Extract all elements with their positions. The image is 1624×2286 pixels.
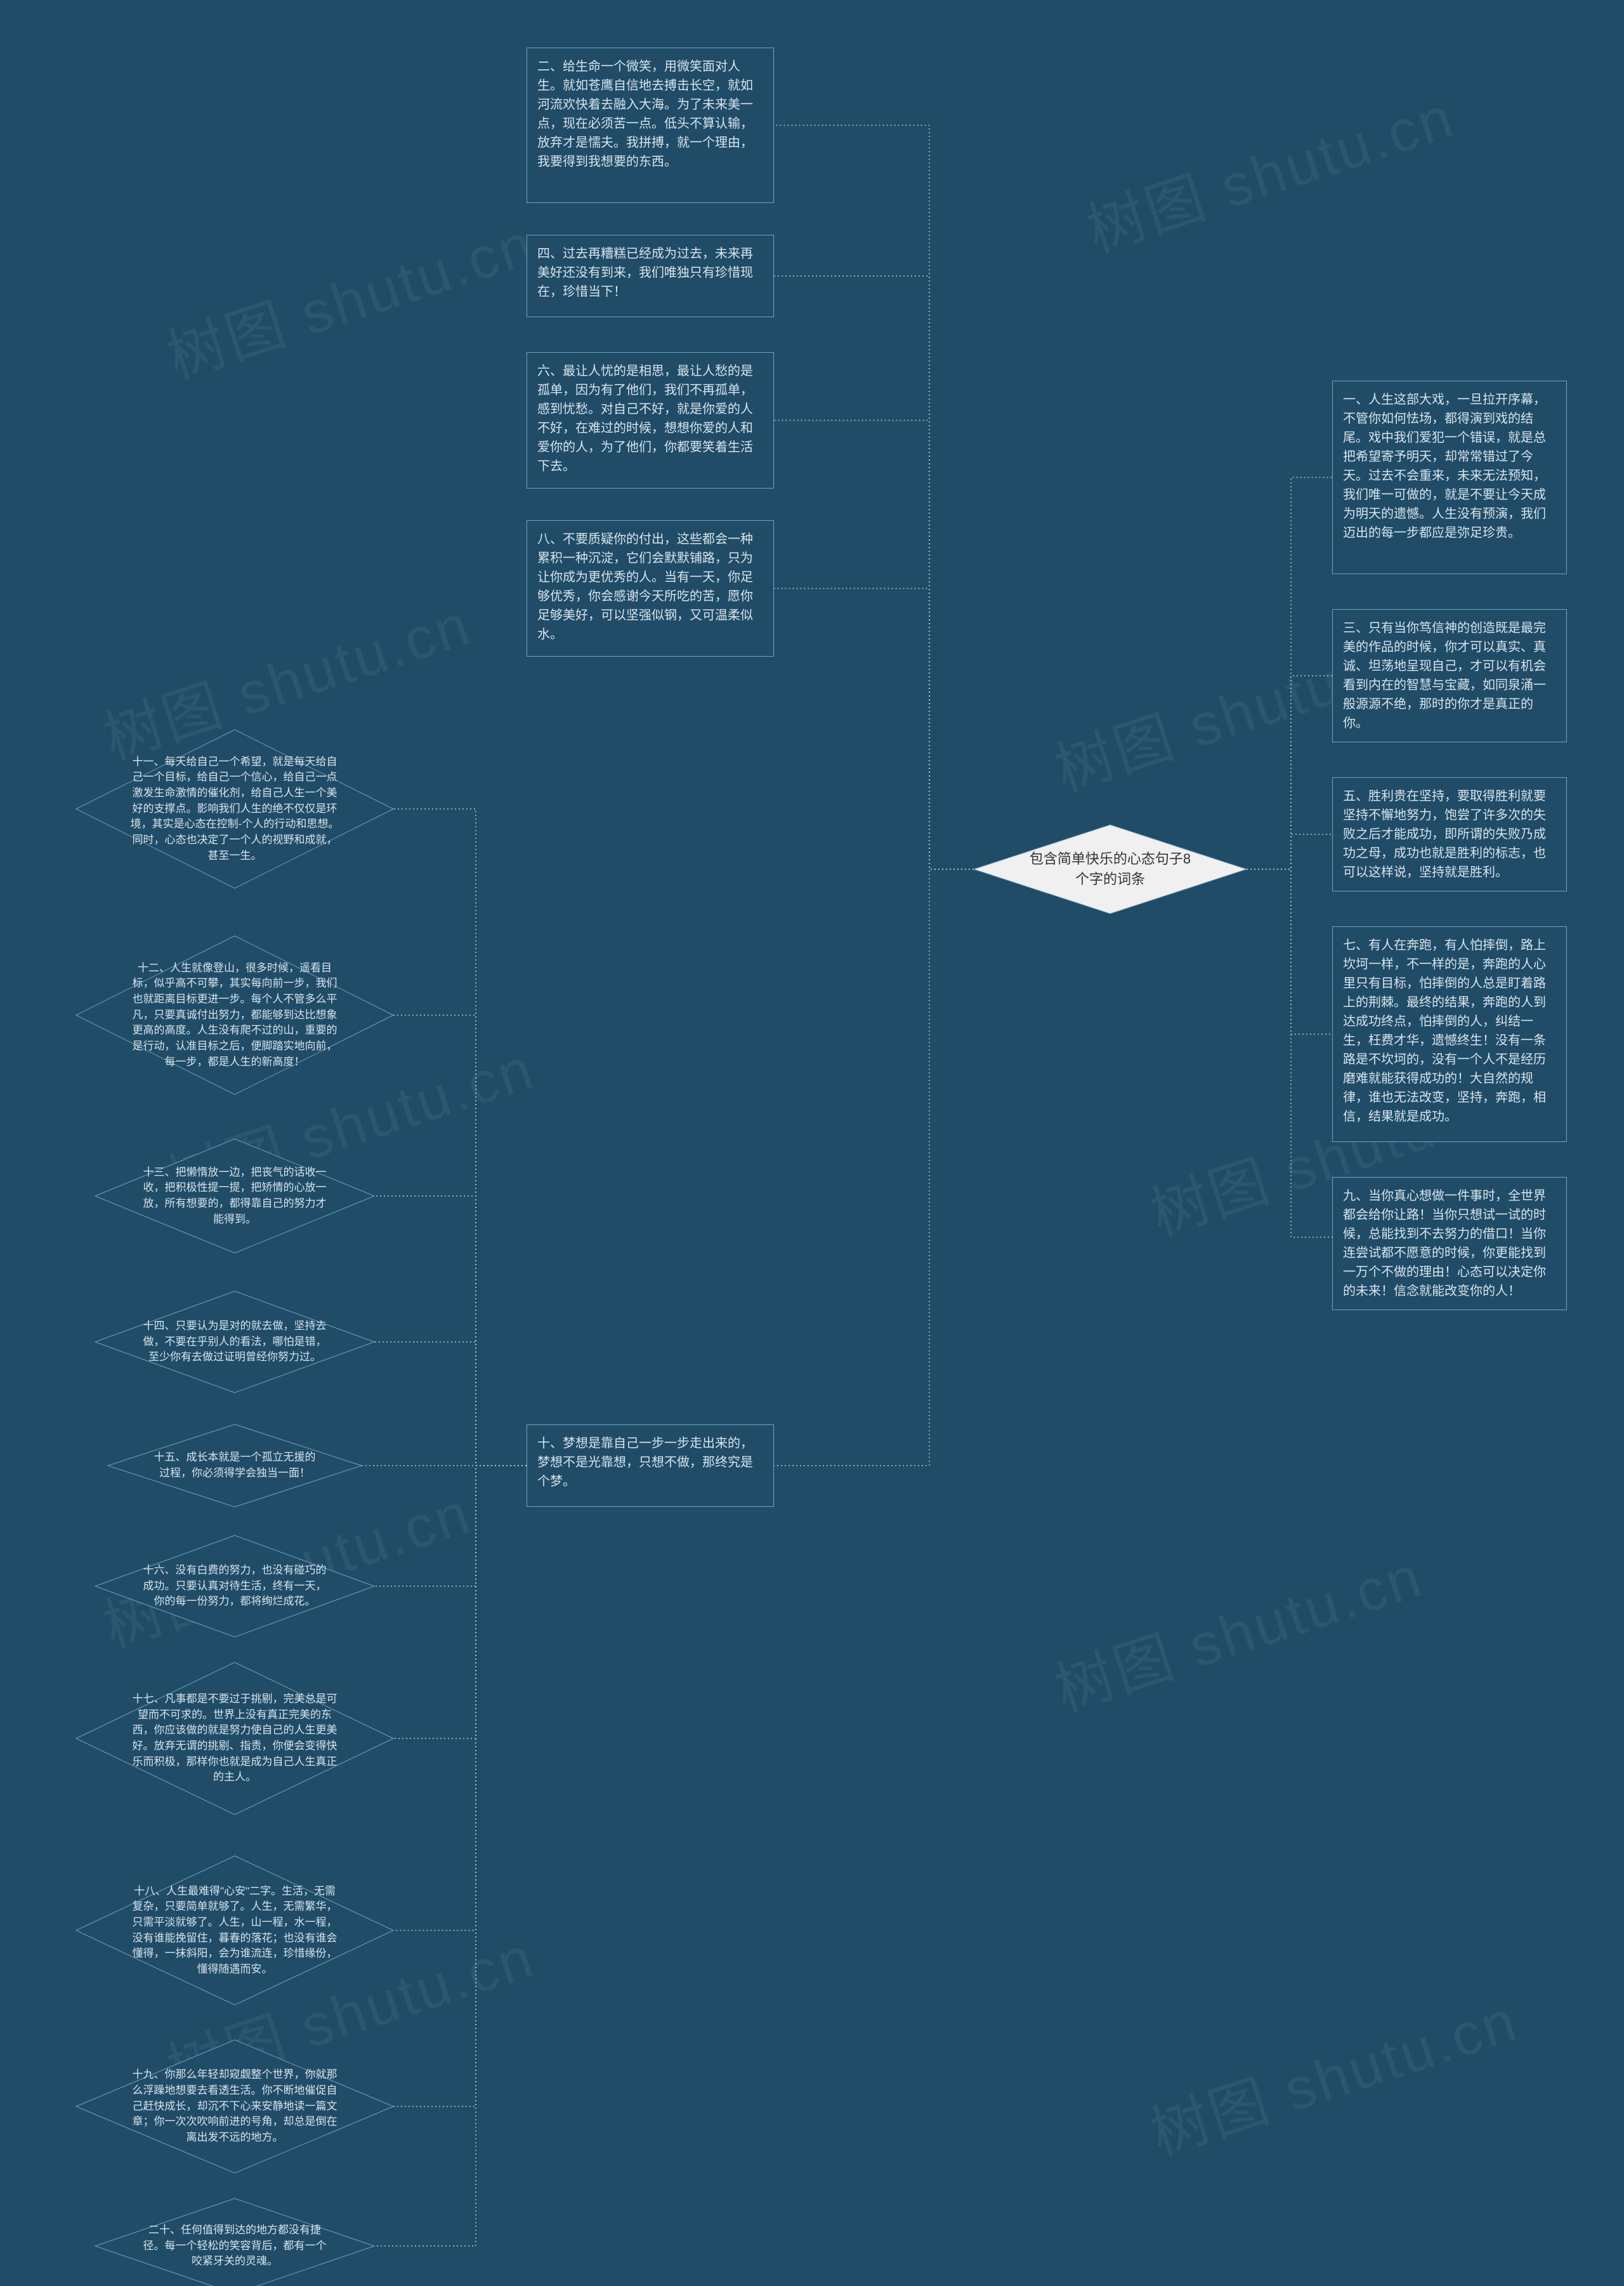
watermark: 树图 shutu.cn [1075,70,1464,268]
text-node: 十、梦想是靠自己一步一步走出来的，梦想不是光靠想，只想不做，那终究是个梦。 [527,1424,774,1507]
diamond-text: 二十、任何值得到达的地方都没有捷径。每一个轻松的笑容背后，都有一个咬紧牙关的灵魂… [143,2217,327,2275]
diamond-node: 十八、人生最难得"心安"二字。生活，无需复杂，只要简单就够了。人生，无需繁华，只… [76,1856,393,2005]
watermark: 树图 shutu.cn [155,197,544,395]
diamond-text: 十八、人生最难得"心安"二字。生活，无需复杂，只要简单就够了。人生，无需繁华，只… [130,1886,339,1975]
diamond-node: 十九、你那么年轻却窥觑整个世界，你就那么浮躁地想要去看透生活。你不断地催促自己赶… [76,2040,393,2173]
diamond-node: 二十、任何值得到达的地方都没有捷径。每一个轻松的笑容背后，都有一个咬紧牙关的灵魂… [95,2198,374,2286]
text-node: 三、只有当你笃信神的创造既是最完美的作品的时候，你才可以真实、真诚、坦荡地呈现自… [1332,609,1567,742]
diamond-text: 十三、把懒惰放一边，把丧气的话收一收，把积极性提一提，把矫情的心放一放，所有想要… [143,1162,327,1230]
text-node: 五、胜利贵在坚持，要取得胜利就要坚持不懈地努力，饱尝了许多次的失败之后才能成功，… [1332,777,1567,891]
text-node: 二、给生命一个微笑，用微笑面对人生。就如苍鹰自信地去搏击长空，就如河流欢快着去融… [527,48,774,203]
diamond-text: 十四、只要认为是对的就去做，坚持去做，不要在乎别人的看法，哪怕是错，至少你有去做… [143,1311,327,1372]
diamond-text: 十六、没有白费的努力，也没有碰巧的成功。只要认真对待生活，终有一天，你的每一份努… [143,1556,327,1617]
text-node: 七、有人在奔跑，有人怕摔倒，路上坎坷一样，不一样的是，奔跑的人心里只有目标，怕摔… [1332,926,1567,1142]
text-node: 八、不要质疑你的付出，这些都会一种累积一种沉淀，它们会默默铺路，只为让你成为更优… [527,520,774,657]
center-node: 包含简单快乐的心态句子8个字的词条 [974,825,1247,914]
diamond-text: 十七、凡事都是不要过于挑剔，完美总是可望而不可求的。世界上没有真正完美的东西，你… [130,1693,339,1784]
diamond-node: 十五、成长本就是一个孤立无援的过程，你必须得学会独当一面！ [108,1424,362,1507]
diamond-node: 十一、每天给自己一个希望，就是每天给自己一个目标，给自己一个信心，给自己一点激发… [76,730,393,888]
diamond-text: 十九、你那么年轻却窥觑整个世界，你就那么浮躁地想要去看透生活。你不断地催促自己赶… [130,2066,339,2146]
text-node: 六、最让人忧的是相思，最让人愁的是孤单，因为有了他们，我们不再孤单，感到忧愁。对… [527,352,774,489]
diamond-node: 十六、没有白费的努力，也没有碰巧的成功。只要认真对待生活，终有一天，你的每一份努… [95,1535,374,1637]
watermark: 树图 shutu.cn [1043,1529,1432,1727]
text-node: 九、当你真心想做一件事时，全世界都会给你让路！当你只想试一试的时候，总能找到不去… [1332,1177,1567,1310]
diamond-node: 十四、只要认为是对的就去做，坚持去做，不要在乎别人的看法，哪怕是错，至少你有去做… [95,1291,374,1393]
diamond-text: 十一、每天给自己一个希望，就是每天给自己一个目标，给自己一个信心，给自己一点激发… [130,761,339,857]
diamond-text: 十五、成长本就是一个孤立无援的过程，你必须得学会独当一面！ [151,1441,318,1490]
center-title: 包含简单快乐的心态句子8个字的词条 [1023,844,1197,894]
diamond-node: 十七、凡事都是不要过于挑剔，完美总是可望而不可求的。世界上没有真正完美的东西，你… [76,1662,393,1815]
text-node: 四、过去再糟糕已经成为过去，未来再美好还没有到来，我们唯独只有珍惜现在，珍惜当下… [527,235,774,317]
diamond-node: 十二、人生就像登山，很多时候，遥看目标，似乎高不可攀，其实每向前一步，我们也就距… [76,936,393,1094]
text-node: 一、人生这部大戏，一旦拉开序幕，不管你如何怯场，都得演到戏的结尾。戏中我们爱犯一… [1332,381,1567,574]
watermark: 树图 shutu.cn [1138,1973,1527,2171]
diamond-node: 十三、把懒惰放一边，把丧气的话收一收，把积极性提一提，把矫情的心放一放，所有想要… [95,1139,374,1253]
diamond-text: 十二、人生就像登山，很多时候，遥看目标，似乎高不可攀，其实每向前一步，我们也就距… [130,968,339,1063]
